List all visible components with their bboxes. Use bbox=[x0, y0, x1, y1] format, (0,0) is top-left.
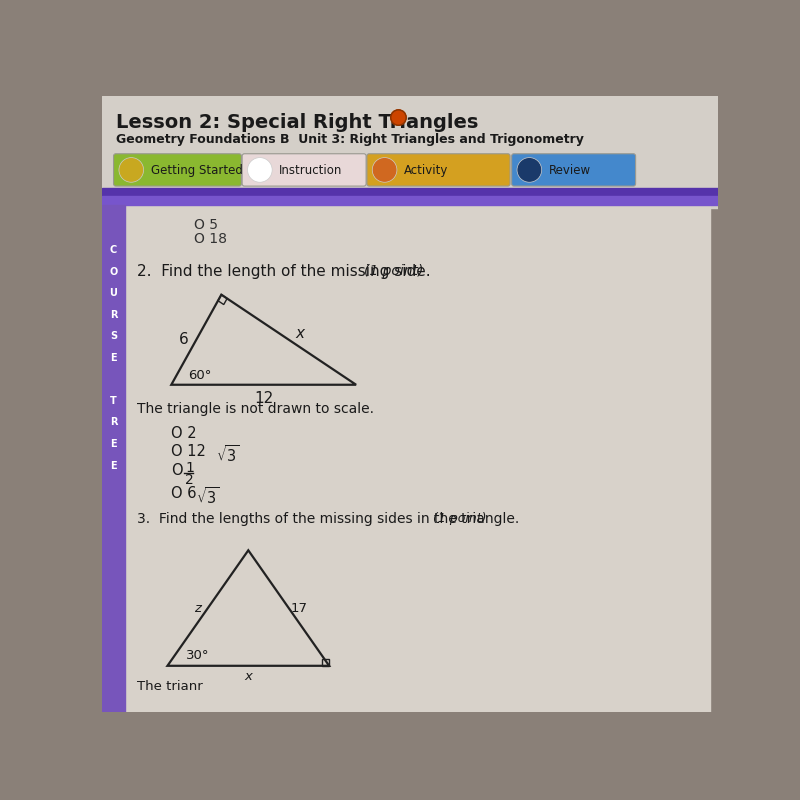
Text: Review: Review bbox=[549, 164, 590, 177]
Circle shape bbox=[517, 158, 542, 182]
Text: 60°: 60° bbox=[188, 369, 212, 382]
Text: O 2: O 2 bbox=[171, 426, 197, 441]
Bar bbox=[102, 188, 718, 196]
Text: Activity: Activity bbox=[404, 164, 448, 177]
Circle shape bbox=[372, 158, 397, 182]
Text: x: x bbox=[244, 670, 252, 683]
Text: O 12: O 12 bbox=[171, 444, 211, 459]
Bar bbox=[102, 196, 718, 206]
Text: R: R bbox=[110, 418, 118, 427]
Text: (1 point): (1 point) bbox=[364, 264, 423, 278]
Text: 2: 2 bbox=[185, 474, 194, 487]
FancyBboxPatch shape bbox=[114, 154, 242, 186]
Text: O: O bbox=[171, 462, 183, 478]
Text: U: U bbox=[110, 288, 118, 298]
Text: x: x bbox=[295, 326, 304, 341]
Text: T: T bbox=[110, 396, 117, 406]
Text: O 5: O 5 bbox=[194, 218, 218, 232]
Text: 2.  Find the length of the missing side.: 2. Find the length of the missing side. bbox=[137, 264, 430, 279]
Text: z: z bbox=[194, 602, 201, 614]
Text: (1 point): (1 point) bbox=[433, 512, 486, 525]
Bar bbox=[102, 206, 125, 712]
Text: Getting Started: Getting Started bbox=[150, 164, 242, 177]
FancyBboxPatch shape bbox=[367, 154, 510, 186]
Circle shape bbox=[390, 110, 406, 126]
Text: E: E bbox=[110, 461, 117, 470]
Text: Instruction: Instruction bbox=[279, 164, 342, 177]
Text: 1: 1 bbox=[185, 461, 194, 475]
Text: O 18: O 18 bbox=[194, 231, 227, 246]
Text: 12: 12 bbox=[254, 391, 274, 406]
Text: The triangle is not drawn to scale.: The triangle is not drawn to scale. bbox=[137, 402, 374, 417]
Text: The trianr: The trianr bbox=[137, 680, 202, 693]
Text: O 6: O 6 bbox=[171, 486, 197, 501]
Text: Geometry Foundations B  Unit 3: Right Triangles and Trigonometry: Geometry Foundations B Unit 3: Right Tri… bbox=[116, 133, 584, 146]
Text: R: R bbox=[110, 310, 118, 320]
Text: $\sqrt{3}$: $\sqrt{3}$ bbox=[196, 486, 220, 506]
Text: O: O bbox=[110, 266, 118, 277]
Text: 6: 6 bbox=[179, 332, 189, 347]
Text: 30°: 30° bbox=[186, 649, 210, 662]
Bar bbox=[125, 206, 710, 712]
Text: E: E bbox=[110, 353, 117, 363]
Circle shape bbox=[119, 158, 143, 182]
Text: 17: 17 bbox=[291, 602, 308, 614]
FancyBboxPatch shape bbox=[242, 154, 366, 186]
Bar bbox=[102, 96, 718, 208]
FancyBboxPatch shape bbox=[512, 154, 636, 186]
Text: S: S bbox=[110, 331, 117, 342]
Circle shape bbox=[247, 158, 272, 182]
Text: Lesson 2: Special Right Triangles: Lesson 2: Special Right Triangles bbox=[116, 113, 478, 132]
Text: 3.  Find the lengths of the missing sides in the triangle.: 3. Find the lengths of the missing sides… bbox=[137, 512, 519, 526]
Text: C: C bbox=[110, 245, 117, 255]
Text: E: E bbox=[110, 439, 117, 449]
Text: $\sqrt{3}$: $\sqrt{3}$ bbox=[216, 444, 240, 465]
